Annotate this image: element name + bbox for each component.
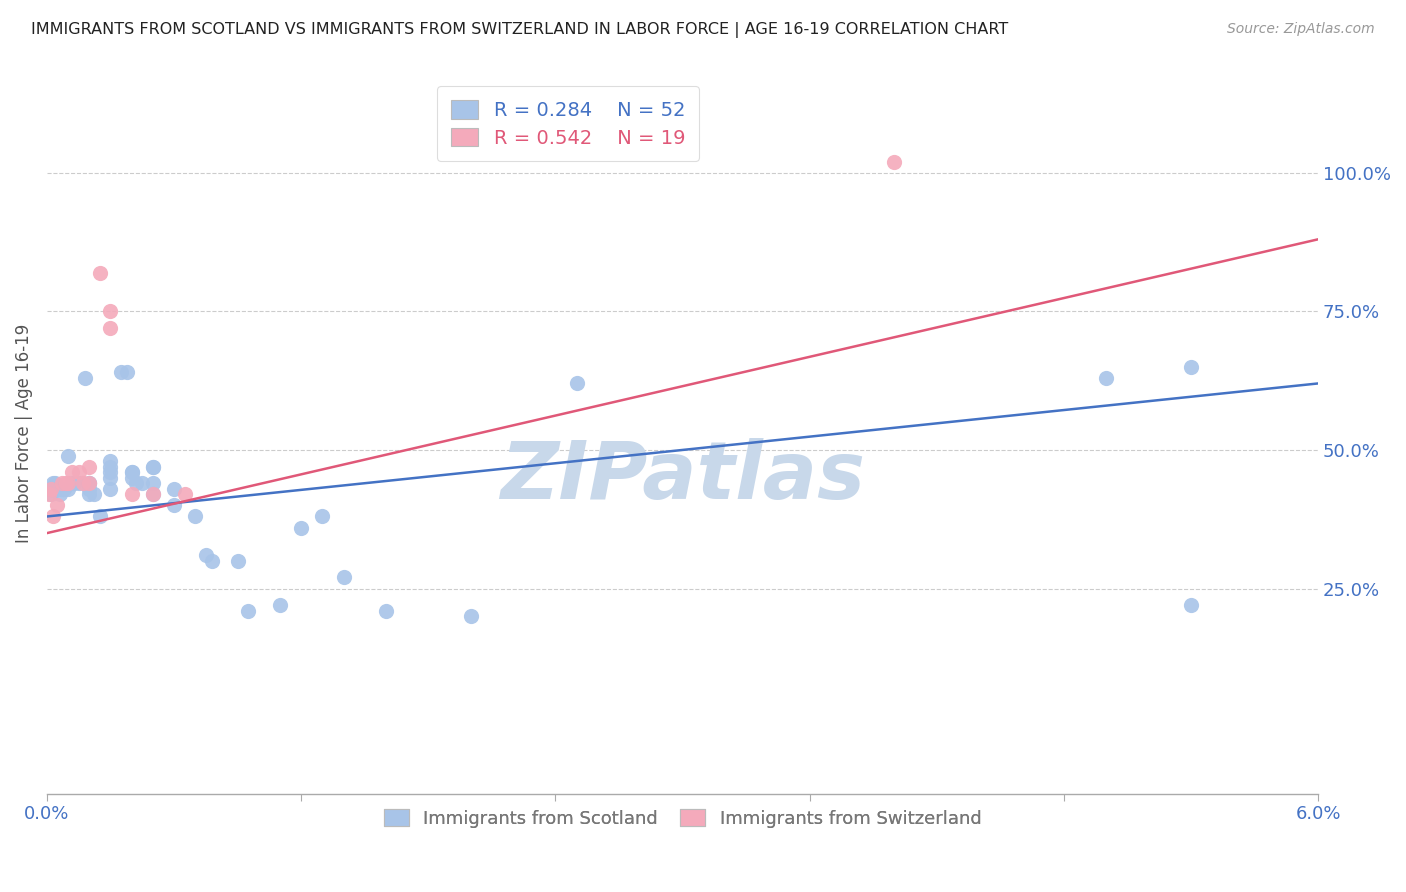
Point (42, 476, 65, 491)
Point (39, 487, 62, 501)
Point (163, 499, 186, 513)
Point (121, 465, 143, 479)
Point (51, 476, 73, 491)
Point (269, 598, 291, 612)
Point (100, 459, 122, 474)
Point (194, 549, 217, 563)
Point (1180, 359, 1202, 374)
Point (290, 520, 312, 534)
Point (77, 476, 100, 491)
Point (100, 304, 122, 318)
Point (173, 487, 195, 501)
Point (226, 554, 249, 568)
Y-axis label: In Labor Force | Age 16-19: In Labor Force | Age 16-19 (15, 324, 32, 543)
Point (100, 465, 122, 479)
Text: IMMIGRANTS FROM SCOTLAND VS IMMIGRANTS FROM SWITZERLAND IN LABOR FORCE | AGE 16-: IMMIGRANTS FROM SCOTLAND VS IMMIGRANTS F… (31, 22, 1008, 38)
Point (39, 482, 62, 496)
Point (67, 465, 90, 479)
Point (67, 476, 90, 491)
Point (77, 476, 100, 491)
Point (201, 554, 224, 568)
Point (56, 449, 79, 463)
Point (89, 266, 111, 280)
Point (77, 476, 100, 491)
Point (89, 509, 111, 524)
Point (1180, 598, 1202, 612)
Point (100, 454, 122, 468)
Point (44, 476, 66, 491)
Point (48, 487, 70, 501)
Point (121, 487, 143, 501)
Point (374, 604, 396, 618)
Text: ZIPatlas: ZIPatlas (501, 438, 865, 516)
Point (60, 465, 83, 479)
Point (100, 482, 122, 496)
Point (46, 499, 69, 513)
Point (238, 604, 260, 618)
Point (117, 365, 139, 379)
Point (77, 487, 100, 501)
Point (46, 482, 69, 496)
Point (460, 609, 482, 624)
Point (83, 487, 105, 501)
Point (1095, 371, 1118, 385)
Point (60, 476, 83, 491)
Point (121, 471, 143, 485)
Point (63, 476, 86, 491)
Point (42, 509, 65, 524)
Point (100, 321, 122, 335)
Point (100, 471, 122, 485)
Point (184, 509, 207, 524)
Point (73, 371, 96, 385)
Point (110, 365, 132, 379)
Point (77, 459, 100, 474)
Point (77, 482, 100, 496)
Point (52, 482, 75, 496)
Point (72, 476, 94, 491)
Point (56, 476, 79, 491)
Point (142, 459, 165, 474)
Point (142, 459, 165, 474)
Point (883, 154, 905, 169)
Point (142, 476, 165, 491)
Point (332, 570, 354, 584)
Point (565, 376, 588, 391)
Point (51, 482, 73, 496)
Text: Source: ZipAtlas.com: Source: ZipAtlas.com (1227, 22, 1375, 37)
Point (142, 487, 165, 501)
Point (311, 509, 333, 524)
Point (55, 476, 77, 491)
Point (163, 482, 186, 496)
Point (142, 487, 165, 501)
Legend: Immigrants from Scotland, Immigrants from Switzerland: Immigrants from Scotland, Immigrants fro… (377, 802, 988, 835)
Point (131, 476, 153, 491)
Point (56, 482, 79, 496)
Point (125, 476, 148, 491)
Point (38, 487, 60, 501)
Point (121, 465, 143, 479)
